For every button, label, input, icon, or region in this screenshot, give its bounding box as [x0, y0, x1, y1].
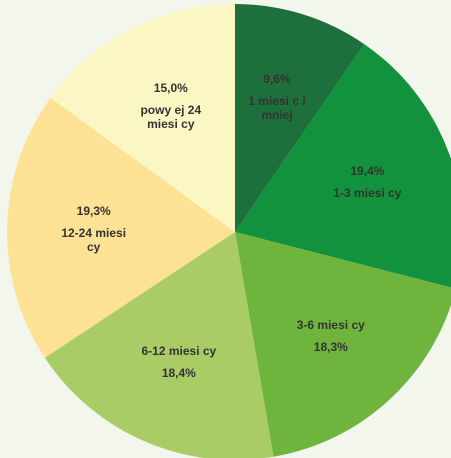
- pie-slice: [235, 4, 365, 232]
- pie-slice: [235, 44, 451, 288]
- category-label: 6-12 miesi cy: [141, 343, 217, 358]
- value-label: 9,6%: [263, 72, 291, 87]
- pie-slice: [235, 232, 451, 457]
- category-label: 1 miesi c i mniej: [248, 94, 306, 123]
- slice-label: 15,0% powy ej 24 miesi cy: [116, 73, 226, 139]
- pie-slice: [6, 97, 236, 358]
- pie-slice: [50, 3, 235, 232]
- value-label: 18,3%: [313, 339, 348, 354]
- slice-label: 19,4% 1-3 miesi cy: [312, 156, 422, 208]
- value-label: 15,0%: [153, 81, 188, 96]
- category-label: 3-6 miesi cy: [296, 317, 365, 332]
- category-label: powy ej 24 miesi cy: [140, 103, 202, 132]
- slice-label: 6-12 miesi cy 18,4%: [124, 336, 234, 388]
- category-label: 1-3 miesi cy: [333, 186, 402, 201]
- slice-label: 19,3% 12-24 miesi cy: [39, 196, 149, 262]
- value-label: 18,4%: [161, 365, 196, 380]
- value-label: 19,3%: [76, 203, 111, 218]
- pie-slice: [44, 232, 274, 458]
- slice-label: 9,6% 1 miesi c i mniej: [222, 64, 332, 130]
- category-label: 12-24 miesi cy: [61, 225, 127, 254]
- slice-label: 3-6 miesi cy 18,3%: [276, 310, 386, 362]
- value-label: 19,4%: [350, 164, 385, 179]
